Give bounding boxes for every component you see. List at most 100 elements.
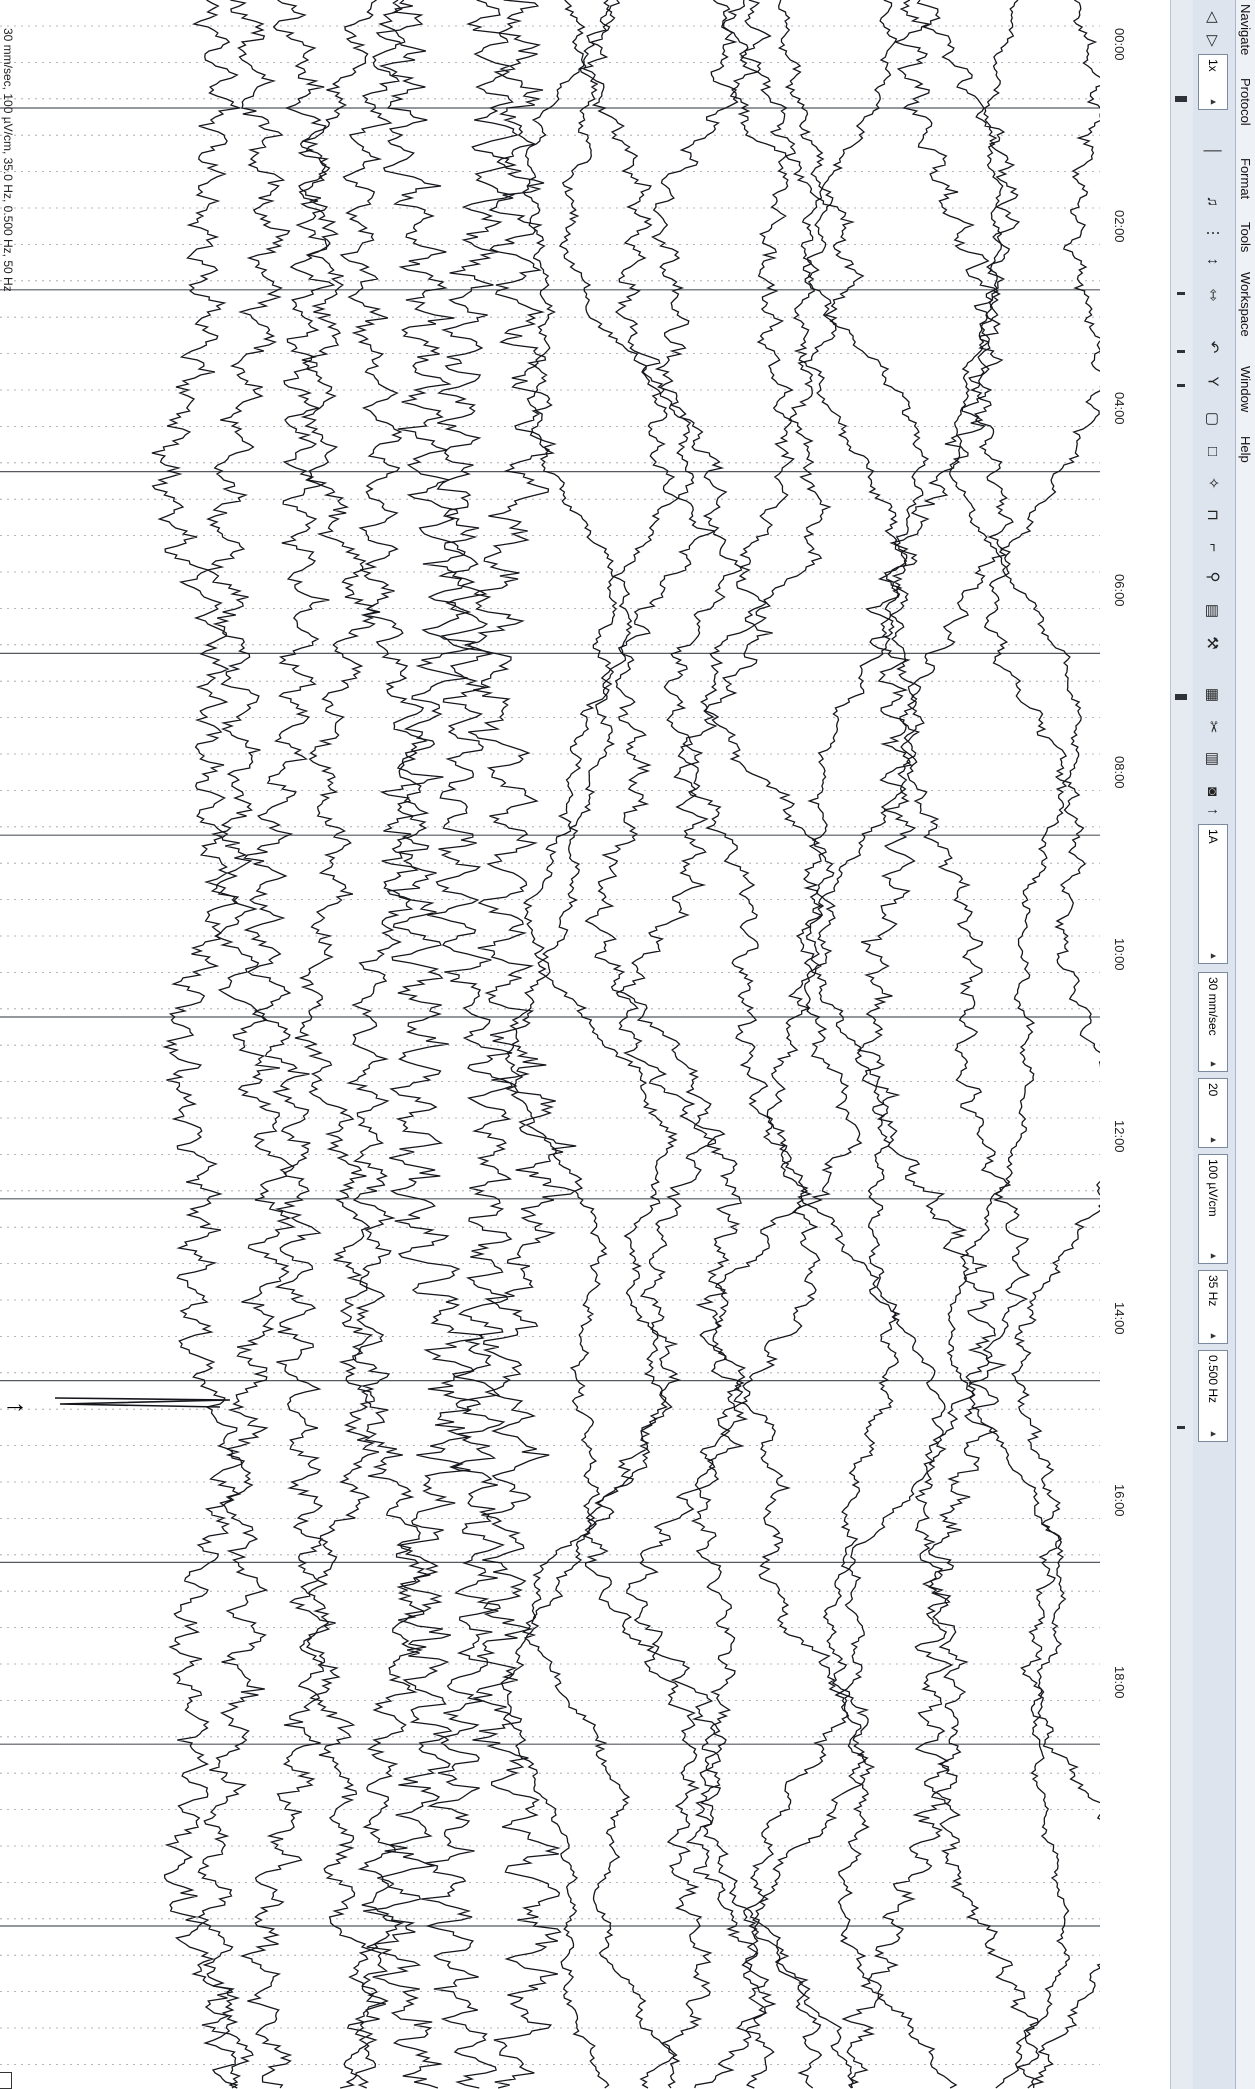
eeg-channel-trace [946,0,1082,2089]
measure-button[interactable]: ⌐ [1202,536,1224,558]
crosshair-icon: ✧ [1203,476,1221,490]
range-button[interactable]: ⇿ [1202,284,1224,306]
page-selector[interactable]: 1x ▼ [1198,54,1228,110]
scroll-thumb[interactable] [1175,694,1187,700]
annotation-button[interactable]: ⊓ [1202,504,1224,526]
tools-icon: ⚒ [1203,636,1221,650]
eeg-channel-trace [294,0,386,2089]
speed-value: 30 mm/sec [1206,977,1220,1036]
menu-protocol[interactable]: Protocol [1238,78,1253,126]
time-label: 02:00 [1112,210,1127,243]
chevron-down-icon: ▼ [1208,1331,1218,1341]
next-page-button[interactable]: ▷ [1202,30,1224,52]
menu-window[interactable]: Window [1238,366,1253,413]
music-button[interactable]: ♫ [1202,190,1224,212]
montage-button[interactable]: ▤ [1202,600,1224,622]
vertical-scale-button[interactable]: ⋮ [1202,222,1224,244]
chevron-down-icon: ▼ [1208,1135,1218,1145]
eeg-channel-trace [363,0,484,2089]
chevron-down-icon: ▼ [1208,97,1218,107]
select-icon: ▢ [1204,411,1221,427]
menu-help[interactable]: Help [1238,436,1253,463]
upload-button[interactable]: ↑ [1202,800,1224,822]
eeg-channel-trace [700,0,876,2089]
channels-value: 20 [1206,1083,1220,1097]
eeg-channel-trace [615,0,773,2089]
rect-button[interactable]: □ [1202,440,1224,462]
page-selector-value: 1x [1206,59,1220,72]
time-label: 00:00 [1112,28,1127,61]
cut-button[interactable]: ✂ [1202,716,1224,738]
save-button[interactable]: ◙ [1202,780,1224,802]
bracket-icon: ⌐ [1204,542,1222,552]
scroll-tick [1177,1426,1185,1429]
menu-workspace[interactable]: Workspace [1238,272,1253,337]
corner-box [0,2072,12,2089]
tools-button[interactable]: ⚒ [1202,632,1224,654]
chevron-down-icon: ▼ [1208,1429,1218,1439]
low-filter-select[interactable]: 0.500 Hz ▼ [1198,1350,1228,1442]
high-filter-value: 35 Hz [1206,1275,1220,1307]
menu-bar: Navigate Protocol Format Tools Workspace… [1234,0,1255,2089]
eeg-channel-trace [239,0,336,2089]
eeg-channel-trace [841,0,1008,2089]
channels-select[interactable]: 20 ▼ [1198,1078,1228,1148]
prev-page-button[interactable]: ◁ [1202,6,1224,28]
sensitivity-select[interactable]: 100 µV/cm ▼ [1198,1154,1228,1264]
scroll-thumb[interactable] [1175,96,1187,102]
eeg-channel-trace [151,0,246,2089]
eeg-channel-trace [421,0,519,2089]
chevron-down-icon: ▼ [1208,951,1218,961]
montage-value: 1A [1206,829,1220,844]
eeg-channel-trace [899,0,1045,2089]
artifact-spike [54,1397,231,1408]
menu-navigate[interactable]: Navigate [1238,4,1253,56]
eeg-trace-area[interactable] [0,0,1100,2089]
print-button[interactable]: ▥ [1202,748,1224,770]
eeg-channel-trace [983,0,1100,2089]
eeg-channel-trace [339,0,431,2089]
select-area-button[interactable]: ▢ [1202,408,1224,430]
menu-format[interactable]: Format [1238,158,1253,200]
time-label: 14:00 [1112,1302,1127,1335]
time-label: 16:00 [1112,1484,1127,1517]
undo-icon: ↶ [1203,340,1221,354]
time-label: 18:00 [1112,1666,1127,1699]
zoom-button[interactable]: ⚲ [1202,566,1224,588]
print-icon: ▥ [1204,751,1221,767]
filter-icon: Y [1204,375,1222,387]
menu-tools[interactable]: Tools [1238,222,1253,253]
high-filter-select[interactable]: 35 Hz ▼ [1198,1270,1228,1344]
low-filter-value: 0.500 Hz [1206,1355,1220,1404]
sensitivity-value: 100 µV/cm [1206,1159,1220,1217]
slider-handle[interactable]: │ [1202,140,1224,162]
triangle-left-icon: ◁ [1203,11,1221,23]
eeg-channel-trace [464,0,577,2089]
annotation-icon: ⊓ [1204,509,1221,521]
speed-select[interactable]: 30 mm/sec ▼ [1198,972,1228,1072]
grid-icon: ▦ [1204,687,1221,703]
note-icon: ♫ [1204,195,1222,207]
span-button[interactable]: ↕ [1202,250,1224,272]
time-label: 10:00 [1112,938,1127,971]
filter-button[interactable]: Y [1202,370,1224,392]
eeg-channel-trace [521,0,695,2089]
eeg-channel-trace [500,0,633,2089]
eeg-channel-trace [749,0,909,2089]
time-axis: 00:00 02:00 04:00 06:00 08:00 10:00 12:00 14:00… [1100,0,1170,2089]
montage-icon: ▤ [1204,603,1221,619]
toolbar: ◁ ▷ 1x ▼ │ ♫ ⋮ ↕ ⇿ ↶ Y ▢ □ ✧ ⊓ ⌐ ⚲ ▤ ⚒ ▦… [1192,0,1236,2089]
scroll-tick [1177,292,1185,295]
page-scrollbar[interactable] [1170,0,1193,2089]
slider-icon: │ [1204,146,1222,156]
marker-button[interactable]: ✧ [1202,472,1224,494]
undo-button[interactable]: ↶ [1202,336,1224,358]
scale-icon: ⋮ [1204,225,1221,241]
event-marker-arrow-icon: → [2,1388,28,1418]
layout-button[interactable]: ▦ [1202,684,1224,706]
time-label: 06:00 [1112,574,1127,607]
montage-select[interactable]: 1A ▼ [1198,824,1228,964]
scroll-tick [1177,384,1185,387]
rectangle-icon: □ [1204,446,1222,456]
scissors-icon: ✂ [1203,720,1221,734]
